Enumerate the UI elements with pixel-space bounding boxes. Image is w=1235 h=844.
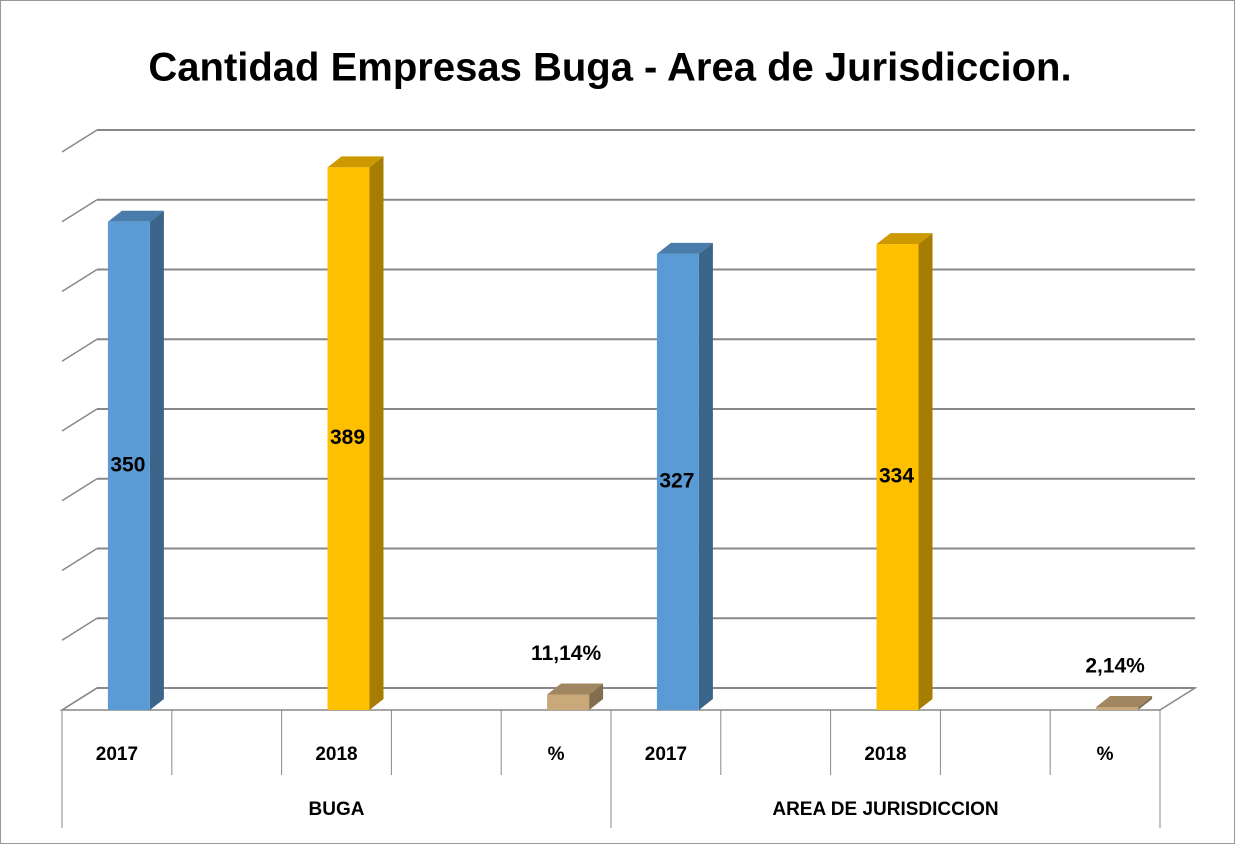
group-label: BUGA — [309, 799, 365, 820]
wall-tick — [61, 547, 98, 572]
bar-side — [1138, 696, 1153, 710]
x-tick-label: % — [548, 744, 565, 765]
wall-tick — [61, 268, 98, 293]
bar-side — [698, 242, 713, 710]
bar-side — [369, 156, 384, 711]
bar — [107, 221, 150, 710]
bar-top — [107, 210, 164, 222]
x-tick-label: % — [1097, 744, 1114, 765]
data-label: 11,14% — [531, 642, 601, 665]
bar-side — [589, 683, 604, 710]
wall-tick — [61, 617, 98, 641]
data-label: 350 — [110, 453, 145, 476]
bar-side — [149, 210, 164, 710]
data-label: 389 — [330, 426, 365, 449]
wall-tick — [61, 687, 98, 711]
wall-tick — [61, 199, 98, 223]
wall-tick — [61, 408, 98, 432]
data-label: 334 — [879, 465, 914, 488]
wall-tick — [61, 478, 98, 502]
group-label: AREA DE JURISDICCION — [772, 799, 998, 820]
bar-top — [327, 156, 384, 168]
wall-tick — [61, 129, 98, 153]
bar — [1096, 707, 1139, 710]
x-tick-label: 2018 — [864, 744, 906, 765]
data-label: 327 — [659, 469, 694, 492]
chart-title: Cantidad Empresas Buga - Area de Jurisdi… — [148, 46, 1071, 90]
bar-side — [918, 233, 933, 710]
bar-top — [547, 683, 604, 695]
bar — [656, 253, 699, 710]
bar — [327, 167, 370, 711]
x-tick-label: 2018 — [315, 744, 357, 765]
bar-top — [876, 233, 933, 245]
bar — [876, 244, 919, 710]
x-tick-label: 2017 — [96, 744, 138, 765]
data-label: 2,14% — [1085, 655, 1145, 678]
bar-top — [656, 242, 713, 254]
wall-tick — [61, 338, 98, 362]
bar — [547, 694, 590, 710]
bar-top — [1096, 696, 1153, 708]
x-tick-label: 2017 — [645, 744, 687, 765]
